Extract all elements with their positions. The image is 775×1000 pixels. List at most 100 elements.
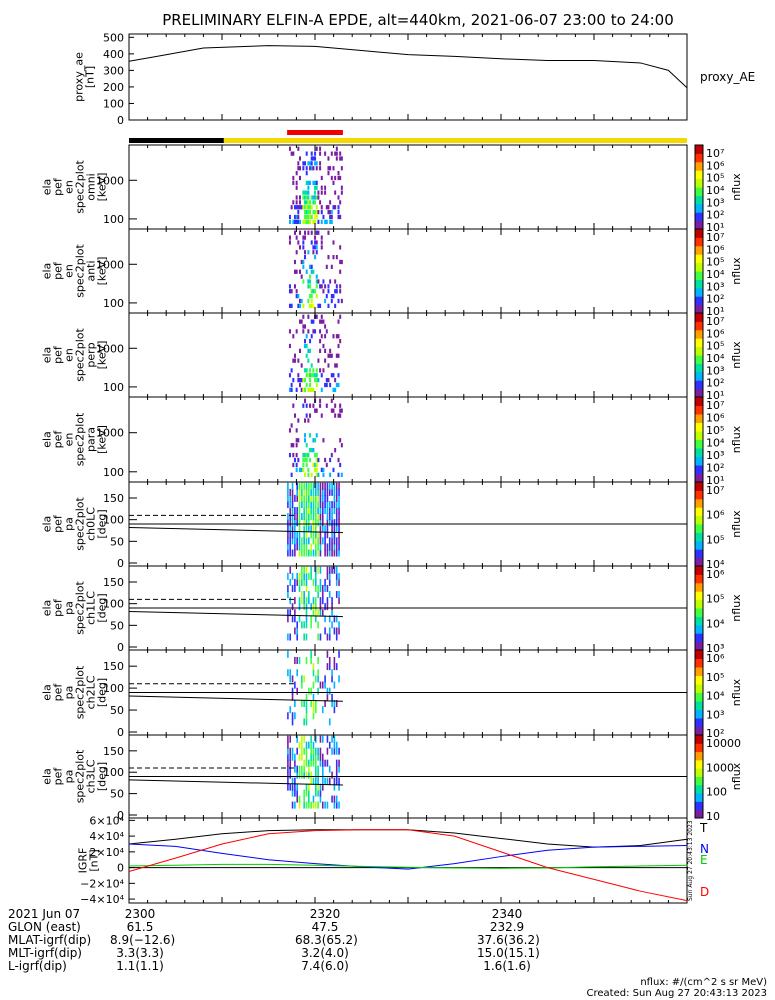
spectrogram-cell: [310, 303, 313, 308]
pa-cell: [291, 482, 294, 490]
spectrogram-cell: [310, 214, 313, 220]
spectrogram-cell: [314, 329, 317, 334]
pa-cell: [321, 735, 324, 743]
spectrogram-cell: [312, 448, 315, 453]
spectrogram-cell: [314, 467, 317, 473]
igrf-y-label: IGRF[nT]: [77, 848, 101, 874]
pa-cell: [294, 519, 296, 527]
spectrogram-cell: [299, 348, 302, 353]
spectrogram-cell: [335, 156, 338, 161]
pa-y-label: elapefpaspec2plotch1LC[deg]: [41, 581, 109, 635]
pa-cell: [303, 549, 305, 557]
pa-cell: [308, 572, 310, 580]
pa-cell: [321, 753, 324, 761]
spectrogram-cell: [325, 403, 328, 408]
pa-cell: [315, 494, 317, 502]
pa-cell: [294, 597, 296, 605]
colorbar-tick-label: 10000: [706, 737, 741, 750]
pa-cell: [303, 482, 305, 490]
pa-cell: [335, 741, 338, 749]
pa-cell: [296, 519, 298, 527]
spectrogram-cell: [324, 219, 327, 224]
pa-cell: [338, 759, 340, 767]
pa-cell: [303, 572, 305, 580]
pa-cell: [319, 566, 322, 574]
spectrogram-cell: [307, 180, 310, 185]
spectrogram-cell: [302, 329, 305, 334]
pa-cell: [328, 627, 331, 635]
spectrogram-cell: [293, 457, 296, 463]
pa-cell: [301, 543, 303, 551]
spectrogram-cell: [330, 353, 333, 358]
pa-cell: [333, 741, 336, 749]
colorbar-swatch: [695, 515, 703, 525]
pa-cell: [303, 531, 305, 539]
pa-cell: [298, 765, 301, 773]
spectrogram-cell: [315, 472, 318, 477]
pa-cell: [305, 693, 308, 701]
pa-cell: [294, 615, 296, 623]
pa-cell: [287, 712, 289, 720]
spectrogram-cell: [334, 303, 337, 308]
pa-cell: [305, 633, 308, 641]
spectrogram-cell: [299, 200, 302, 205]
colorbar-swatch: [695, 718, 703, 727]
pa-cell: [324, 507, 326, 515]
pa-cell: [319, 735, 322, 743]
spectrogram-cell: [315, 368, 318, 373]
pa-cell: [287, 765, 289, 773]
y-tick-label: 0: [117, 557, 124, 570]
spectrogram-cell: [327, 230, 330, 235]
pa-cell: [331, 699, 333, 707]
pa-cell: [321, 771, 324, 779]
pa-cell: [328, 513, 331, 521]
igrf-series-name: D: [700, 885, 709, 899]
pa-cell: [308, 507, 310, 515]
pa-cell: [312, 706, 315, 714]
spectrogram-cell: [305, 334, 308, 339]
pa-cell: [338, 494, 340, 502]
pa-cell: [335, 500, 338, 508]
spectrogram-cell: [304, 398, 307, 403]
pa-cell: [291, 549, 294, 557]
spectrogram-cell: [327, 353, 330, 358]
spectrogram-cell: [304, 190, 307, 195]
pa-cell: [308, 482, 310, 490]
pa-cell: [305, 543, 308, 551]
pa-cell: [298, 488, 301, 496]
spectrogram-cell: [337, 373, 340, 378]
pa-cell: [315, 507, 317, 515]
spectrogram-cell: [320, 373, 323, 378]
spectrogram-cell: [330, 294, 333, 299]
spectrogram-cell: [307, 467, 310, 473]
spectrogram-cell: [314, 180, 317, 185]
spectrogram-cell: [335, 255, 338, 260]
spectrogram-cell: [305, 205, 308, 210]
pa-cell: [296, 627, 298, 635]
colorbar-tick-label: 10⁴: [706, 437, 725, 450]
spectrogram-cell: [322, 343, 325, 349]
pa-cell: [319, 549, 322, 557]
spectrogram-cell: [312, 180, 315, 185]
pa-cell: [291, 693, 294, 701]
pa-cell: [324, 759, 326, 767]
pa-cell: [294, 549, 296, 557]
spectrogram-cell: [309, 200, 312, 205]
spectrogram-cell: [335, 151, 338, 156]
spectrogram-cell: [319, 319, 322, 324]
pa-cell: [310, 687, 312, 695]
pa-cell: [303, 759, 305, 767]
colorbar-tick-label: 1000: [706, 761, 734, 774]
pa-cell: [321, 482, 324, 490]
pa-cell: [305, 615, 308, 623]
pa-cell: [303, 789, 305, 797]
spectrogram-cell: [315, 274, 318, 279]
pa-cell: [294, 525, 296, 533]
spectrogram-cell: [322, 319, 325, 324]
pa-cell: [303, 735, 305, 743]
pa-cell: [315, 783, 317, 791]
spectrogram-cell: [339, 156, 342, 161]
footer-row-value: 15.0(15.1): [477, 946, 540, 960]
y-tick-label: −2×10⁴: [80, 877, 124, 890]
pa-cell: [303, 543, 305, 551]
